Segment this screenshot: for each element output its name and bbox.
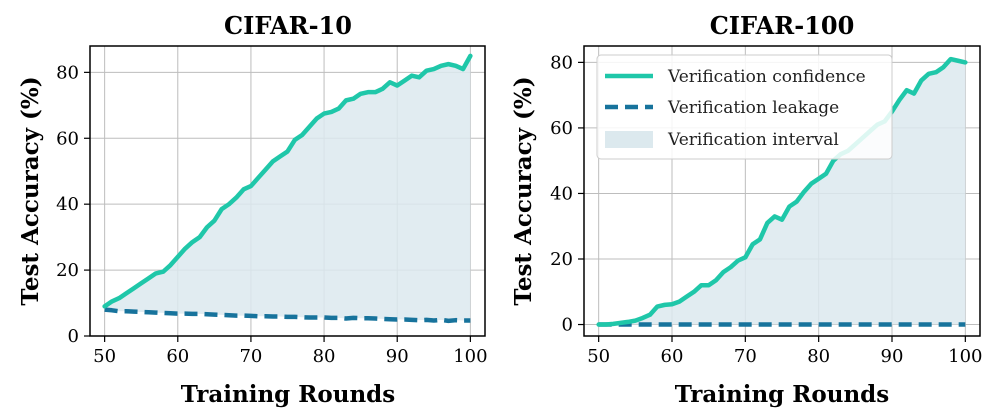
x-tick-label: 70 <box>239 346 262 367</box>
x-tick-label: 100 <box>453 346 487 367</box>
x-axis-label: Training Rounds <box>675 381 889 408</box>
y-axis-label: Test Accuracy (%) <box>510 76 537 305</box>
y-tick-label: 0 <box>68 326 79 347</box>
legend-swatch-interval <box>605 131 653 148</box>
chart-title: CIFAR-100 <box>710 11 855 40</box>
legend-label-interval: Verification interval <box>667 130 839 150</box>
legend-label-confidence: Verification confidence <box>667 67 866 87</box>
series-line-verification-confidence <box>102 53 473 309</box>
y-axis-label: Test Accuracy (%) <box>17 76 44 305</box>
x-axis-label: Training Rounds <box>181 381 395 408</box>
y-tick-label: 40 <box>56 194 79 215</box>
x-tick-label: 80 <box>807 346 830 367</box>
series-line-verification-leakage <box>104 307 471 324</box>
verification-interval-area <box>598 59 966 325</box>
y-tick-label: 20 <box>56 260 79 281</box>
y-tick-label: 60 <box>550 118 573 139</box>
chart-cifar100: CIFAR-100 Training Rounds Test Accuracy … <box>510 11 983 408</box>
y-tick-label: 60 <box>56 128 79 149</box>
plot-frame <box>89 45 486 337</box>
y-tick-label: 0 <box>562 315 573 336</box>
legend-label-leakage: Verification leakage <box>667 98 839 118</box>
x-tick-label: 60 <box>166 346 189 367</box>
x-tick-label: 100 <box>948 346 982 367</box>
x-tick-label: 50 <box>587 346 610 367</box>
interval-fill-layer <box>598 59 966 325</box>
y-tick-label: 80 <box>56 62 79 83</box>
legend-box <box>596 54 893 160</box>
verification-interval-area <box>104 55 471 321</box>
x-tick-label: 90 <box>386 346 409 367</box>
x-tick-label: 70 <box>734 346 757 367</box>
x-tick-label: 90 <box>881 346 904 367</box>
tick-labels: 50 60 70 80 90 100 0 20 40 60 80 <box>550 52 982 367</box>
x-tick-label: 80 <box>313 346 336 367</box>
series-layer <box>102 53 473 324</box>
y-tick-label: 80 <box>550 52 573 73</box>
legend: Verification confidence Verification lea… <box>596 54 893 160</box>
x-tick-label: 60 <box>661 346 684 367</box>
tick-labels: 50 60 70 80 90 100 0 20 40 60 80 <box>56 62 487 367</box>
series-layer <box>596 56 968 327</box>
interval-fill-layer <box>104 55 471 321</box>
y-tick-label: 20 <box>550 249 573 270</box>
y-tick-label: 40 <box>550 183 573 204</box>
series-line-verification-confidence <box>596 56 968 327</box>
x-tick-label: 50 <box>93 346 116 367</box>
chart-title: CIFAR-10 <box>224 11 352 40</box>
plot-frame <box>583 45 981 337</box>
chart-cifar10: CIFAR-10 Training Rounds Test Accuracy (… <box>17 11 488 408</box>
